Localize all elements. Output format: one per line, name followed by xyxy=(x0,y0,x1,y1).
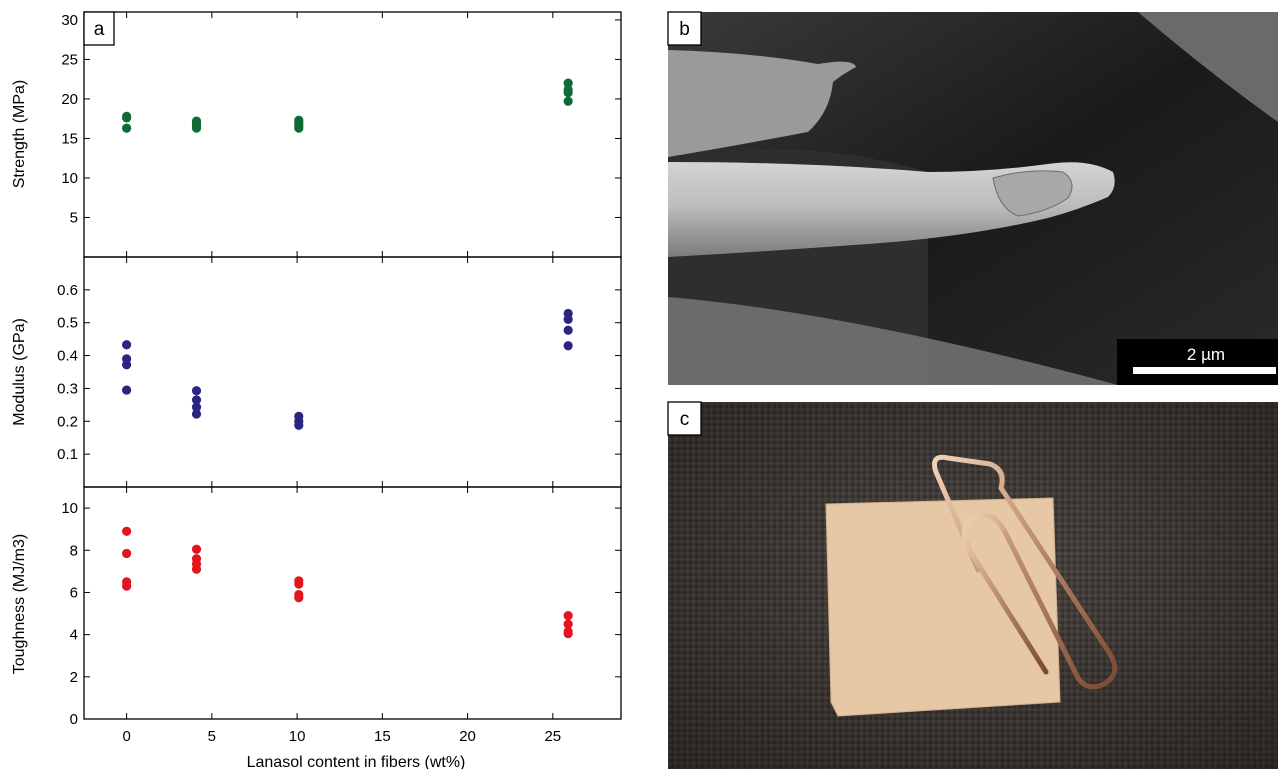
panel-b-letter: b xyxy=(679,19,690,40)
toughness-y-tick-label: 2 xyxy=(70,669,78,686)
paperclip-photo xyxy=(668,402,1278,769)
toughness-data-point xyxy=(294,589,304,600)
strength-y-tick-label: 5 xyxy=(70,209,78,226)
panel-a-label-box xyxy=(83,11,115,46)
paperclip-inner-loop xyxy=(962,512,1049,675)
panel-c-letter: c xyxy=(680,409,690,430)
strength-data-point xyxy=(191,116,202,126)
toughness-data-point xyxy=(563,626,573,637)
modulus-y-axis-title: Modulus (GPa) xyxy=(11,318,28,426)
toughness-y-tick-label: 8 xyxy=(70,542,78,559)
toughness-y-tick-label: 6 xyxy=(70,584,78,601)
sem-upper-fiber xyxy=(668,50,856,157)
sem-background-fiber-right xyxy=(1138,12,1278,122)
strength-y-tick-label: 15 xyxy=(61,130,78,147)
x-tick-label: 20 xyxy=(459,728,476,745)
modulus-data-point xyxy=(191,395,202,405)
strength-data-point xyxy=(563,78,573,88)
toughness-data-point xyxy=(122,548,132,559)
toughness-plot-frame xyxy=(83,486,622,720)
modulus-y-tick-label: 0.4 xyxy=(57,348,78,365)
modulus-x-ticks xyxy=(126,257,554,487)
strength-y-tick-label: 30 xyxy=(61,12,78,29)
strength-x-ticks xyxy=(126,12,554,257)
panel-a-letter: a xyxy=(94,19,105,40)
toughness-data-point xyxy=(122,526,132,536)
toughness-data-point xyxy=(122,577,132,587)
sem-fiber-tip-detail xyxy=(992,170,1073,217)
paperclip xyxy=(932,454,1118,690)
modulus-data-point xyxy=(191,386,202,396)
toughness-y-tick-label: 10 xyxy=(61,500,78,517)
toughness-plot: 0 2 4 6 8 10 0 5 10 15 20 25 Toughness (MJ/m3) Lan… xyxy=(11,486,622,769)
strength-data-point xyxy=(122,111,132,121)
strength-y-tick-label: 25 xyxy=(61,51,78,68)
sem-photo: 2 µm xyxy=(668,12,1278,385)
panel-b-label-box xyxy=(667,11,702,46)
modulus-points xyxy=(122,308,573,430)
modulus-data-point xyxy=(191,402,202,412)
modulus-y-tick-label: 0.6 xyxy=(57,282,78,299)
strength-y-ticks: 5 10 15 20 25 30 xyxy=(61,12,621,226)
strength-data-point xyxy=(294,115,304,125)
strength-data-point xyxy=(122,123,132,133)
strength-y-tick-label: 10 xyxy=(61,170,78,187)
modulus-data-point xyxy=(563,341,573,351)
toughness-points xyxy=(122,526,573,639)
modulus-data-point xyxy=(563,325,573,335)
toughness-data-point xyxy=(563,611,573,621)
x-axis-title: Lanasol content in fibers (wt%) xyxy=(247,754,466,769)
scale-bar-background xyxy=(1117,339,1278,385)
panel-c-label-box xyxy=(667,401,702,436)
toughness-x-ticks: 0 5 10 15 20 25 xyxy=(122,487,561,745)
panel-b-sem-image: 2 µm b xyxy=(667,11,1278,385)
strength-data-point xyxy=(563,96,573,106)
paper-square xyxy=(825,497,1061,717)
toughness-y-ticks: 0 2 4 6 8 10 xyxy=(61,500,621,728)
modulus-plot-frame xyxy=(83,256,622,488)
modulus-y-tick-label: 0.1 xyxy=(57,446,78,463)
x-tick-label: 10 xyxy=(289,728,306,745)
modulus-data-point xyxy=(563,308,573,319)
toughness-data-point xyxy=(563,619,573,629)
x-tick-label: 15 xyxy=(374,728,391,745)
paperclip-outer-loop xyxy=(932,454,1118,690)
modulus-y-tick-label: 0.5 xyxy=(57,315,78,332)
toughness-y-axis-title: Toughness (MJ/m3) xyxy=(11,534,28,675)
modulus-data-point xyxy=(191,409,202,419)
x-tick-label: 0 xyxy=(122,728,130,745)
toughness-y-tick-label: 4 xyxy=(70,627,78,644)
strength-y-tick-label: 20 xyxy=(61,91,78,108)
strength-plot: 5 10 15 20 25 30 Strength (MPa) xyxy=(11,11,622,258)
x-tick-label: 25 xyxy=(544,728,561,745)
panel-c-photo: c xyxy=(667,401,1278,769)
panel-a-label: a xyxy=(83,11,115,46)
toughness-data-point xyxy=(294,576,304,586)
toughness-y-tick-label: 0 xyxy=(70,711,78,728)
modulus-data-point xyxy=(122,385,132,395)
modulus-y-ticks: 0.1 0.2 0.3 0.4 0.5 0.6 xyxy=(57,282,621,463)
sem-background-fiber-bottom xyxy=(668,297,1118,385)
scale-bar-label: 2 µm xyxy=(1187,345,1225,364)
modulus-y-tick-label: 0.2 xyxy=(57,413,78,430)
scale-bar xyxy=(1133,367,1276,374)
modulus-data-point xyxy=(122,340,132,350)
modulus-data-point xyxy=(122,354,132,364)
strength-data-point xyxy=(563,84,573,95)
modulus-plot: 0.1 0.2 0.3 0.4 0.5 0.6 Modulus (GPa) xyxy=(11,256,622,488)
modulus-y-tick-label: 0.3 xyxy=(57,380,78,397)
strength-y-axis-title: Strength (MPa) xyxy=(11,80,28,188)
toughness-data-point xyxy=(191,544,202,554)
x-tick-label: 5 xyxy=(208,728,216,745)
strength-points xyxy=(122,78,573,133)
modulus-data-point xyxy=(294,411,304,421)
strength-plot-frame xyxy=(83,11,622,258)
toughness-data-point xyxy=(191,554,202,564)
